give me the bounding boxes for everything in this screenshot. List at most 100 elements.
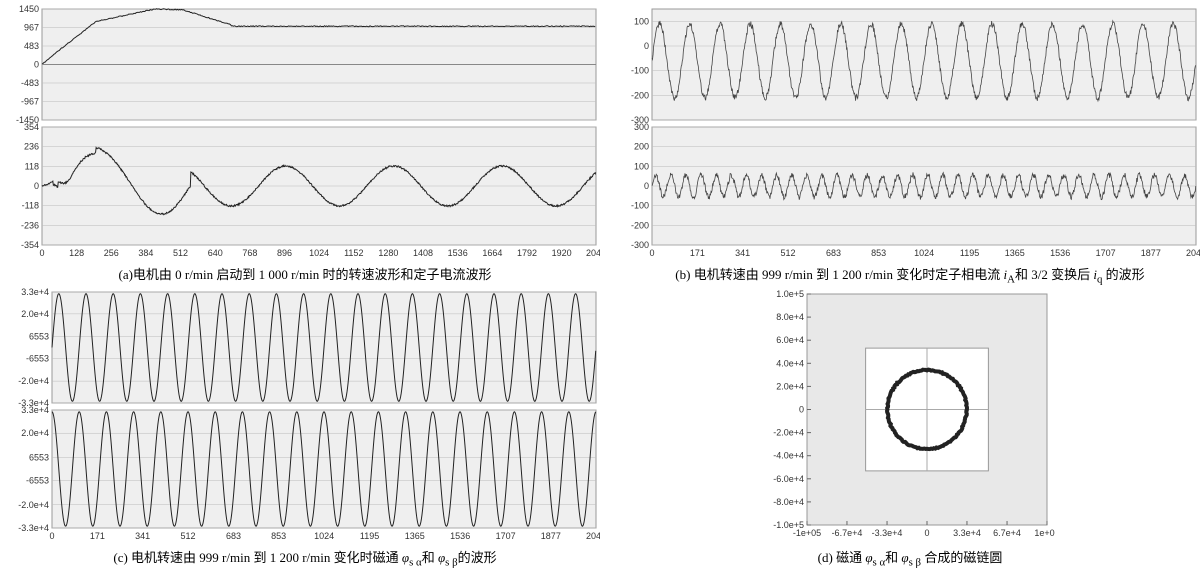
svg-text:1365: 1365: [1005, 248, 1025, 258]
svg-text:-6.7e+4: -6.7e+4: [832, 528, 863, 538]
svg-text:853: 853: [871, 248, 886, 258]
svg-text:512: 512: [173, 248, 188, 258]
svg-text:2047: 2047: [586, 248, 600, 258]
svg-text:0: 0: [644, 41, 649, 51]
svg-text:1664: 1664: [482, 248, 502, 258]
svg-text:1877: 1877: [1141, 248, 1161, 258]
svg-text:-118: -118: [22, 201, 39, 211]
svg-text:1450: 1450: [19, 5, 39, 14]
svg-text:967: 967: [24, 22, 39, 32]
svg-text:3.3e+4: 3.3e+4: [953, 528, 981, 538]
chart-d: -1.0e+5-8.0e+4-6.0e+4-4.0e+4-2.0e+402.0e…: [765, 288, 1055, 543]
svg-text:0: 0: [799, 404, 804, 414]
svg-text:300: 300: [634, 122, 649, 132]
svg-text:-354: -354: [21, 240, 39, 250]
svg-text:2.0e+4: 2.0e+4: [776, 381, 804, 391]
svg-text:2047: 2047: [586, 531, 600, 541]
svg-text:1195: 1195: [360, 531, 379, 541]
svg-text:100: 100: [634, 161, 649, 171]
caption-a: (a)电机由 0 r/min 启动到 1 000 r/min 时的转速波形和定子…: [118, 264, 491, 283]
svg-text:1536: 1536: [448, 248, 468, 258]
svg-text:3.3e+4: 3.3e+4: [21, 405, 49, 415]
chart-b: -300-200-1000100-300-200-100010020030001…: [620, 5, 1200, 260]
svg-text:853: 853: [271, 531, 286, 541]
svg-text:1e+05: 1e+05: [1034, 528, 1055, 538]
svg-text:1536: 1536: [1050, 248, 1070, 258]
svg-text:683: 683: [226, 531, 241, 541]
svg-text:1.0e+5: 1.0e+5: [776, 289, 804, 299]
svg-text:6.7e+4: 6.7e+4: [993, 528, 1021, 538]
svg-text:0: 0: [34, 60, 39, 70]
svg-text:512: 512: [781, 248, 796, 258]
svg-text:236: 236: [24, 142, 39, 152]
caption-d: (d) 磁通 φs α和 φs β 合成的磁链圆: [818, 547, 1003, 569]
svg-text:0: 0: [39, 248, 44, 258]
svg-text:-3.3e+4: -3.3e+4: [872, 528, 903, 538]
svg-text:683: 683: [826, 248, 841, 258]
svg-text:-100: -100: [631, 66, 649, 76]
svg-text:171: 171: [90, 531, 105, 541]
svg-text:-483: -483: [21, 78, 39, 88]
svg-text:1195: 1195: [960, 248, 979, 258]
svg-text:2.0e+4: 2.0e+4: [21, 428, 49, 438]
svg-text:6553: 6553: [29, 331, 49, 341]
svg-text:0: 0: [649, 248, 654, 258]
figure-grid: -1450-967-48304839671450-354-236-1180118…: [5, 5, 1195, 568]
svg-text:-967: -967: [21, 97, 39, 107]
svg-text:-3.3e+4: -3.3e+4: [18, 523, 49, 533]
svg-text:384: 384: [138, 248, 153, 258]
svg-text:256: 256: [104, 248, 119, 258]
panel-b: -300-200-1000100-300-200-100010020030001…: [615, 5, 1200, 286]
panel-a: -1450-967-48304839671450-354-236-1180118…: [5, 5, 605, 286]
svg-text:128: 128: [69, 248, 84, 258]
svg-text:-2.0e+4: -2.0e+4: [18, 376, 49, 386]
svg-text:354: 354: [24, 122, 39, 132]
svg-text:-6553: -6553: [26, 353, 49, 363]
svg-text:-200: -200: [631, 220, 649, 230]
svg-text:1920: 1920: [552, 248, 572, 258]
svg-text:-8.0e+4: -8.0e+4: [773, 496, 804, 506]
svg-text:200: 200: [634, 142, 649, 152]
caption-b: (b) 电机转速由 999 r/min 到 1 200 r/min 变化时定子相…: [675, 264, 1144, 286]
svg-text:341: 341: [735, 248, 750, 258]
svg-text:-236: -236: [21, 220, 39, 230]
svg-text:512: 512: [181, 531, 196, 541]
svg-text:1408: 1408: [413, 248, 433, 258]
svg-text:1280: 1280: [378, 248, 398, 258]
svg-text:2.0e+4: 2.0e+4: [21, 308, 49, 318]
svg-text:-1e+05: -1e+05: [793, 528, 821, 538]
svg-text:-6553: -6553: [26, 475, 49, 485]
svg-text:171: 171: [690, 248, 705, 258]
svg-text:483: 483: [24, 41, 39, 51]
svg-text:6553: 6553: [29, 452, 49, 462]
svg-text:341: 341: [135, 531, 150, 541]
svg-text:8.0e+4: 8.0e+4: [776, 312, 804, 322]
svg-text:0: 0: [34, 181, 39, 191]
svg-text:0: 0: [924, 528, 929, 538]
svg-text:1152: 1152: [344, 248, 363, 258]
svg-text:-2.0e+4: -2.0e+4: [773, 427, 804, 437]
chart-a: -1450-967-48304839671450-354-236-1180118…: [10, 5, 600, 260]
chart-c: -3.3e+4-2.0e+4-655365532.0e+43.3e+4-3.3e…: [10, 288, 600, 543]
svg-text:6.0e+4: 6.0e+4: [776, 335, 804, 345]
svg-text:896: 896: [277, 248, 292, 258]
svg-text:-2.0e+4: -2.0e+4: [18, 499, 49, 509]
svg-text:2047: 2047: [1186, 248, 1200, 258]
svg-text:1024: 1024: [309, 248, 329, 258]
svg-text:1877: 1877: [541, 531, 561, 541]
svg-text:1707: 1707: [1096, 248, 1116, 258]
svg-text:1024: 1024: [314, 531, 334, 541]
svg-text:1024: 1024: [914, 248, 934, 258]
panel-d: -1.0e+5-8.0e+4-6.0e+4-4.0e+4-2.0e+402.0e…: [615, 288, 1200, 569]
svg-text:100: 100: [634, 16, 649, 26]
svg-text:768: 768: [242, 248, 257, 258]
svg-text:-100: -100: [631, 201, 649, 211]
panel-c: -3.3e+4-2.0e+4-655365532.0e+43.3e+4-3.3e…: [5, 288, 605, 569]
svg-text:-200: -200: [631, 90, 649, 100]
svg-text:1707: 1707: [496, 531, 516, 541]
svg-text:-300: -300: [631, 240, 649, 250]
svg-text:4.0e+4: 4.0e+4: [776, 358, 804, 368]
svg-text:0: 0: [49, 531, 54, 541]
svg-text:-6.0e+4: -6.0e+4: [773, 473, 804, 483]
svg-text:640: 640: [208, 248, 223, 258]
